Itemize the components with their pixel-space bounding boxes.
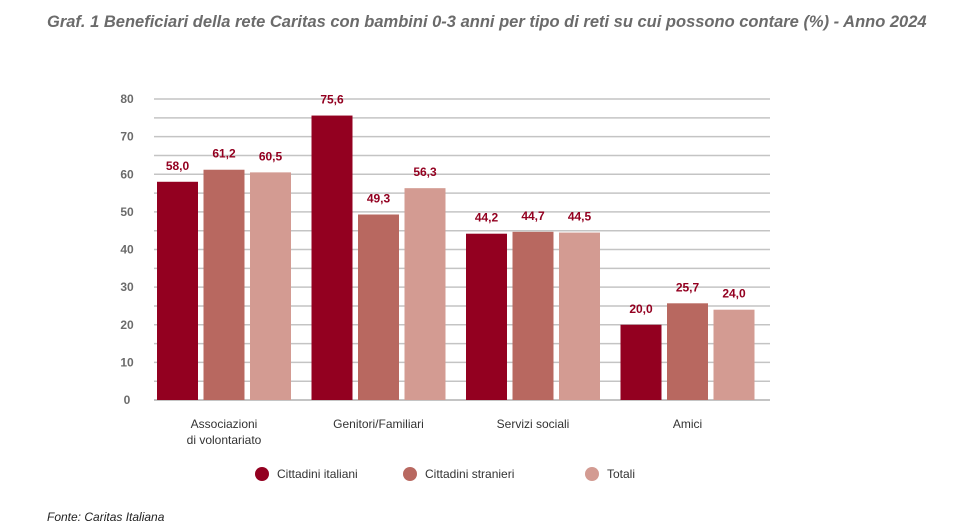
x-category-label: Associazioni <box>191 417 258 431</box>
bar <box>157 181 198 400</box>
y-tick-label: 30 <box>120 280 134 294</box>
data-label: 56,3 <box>413 165 437 179</box>
y-tick-label: 60 <box>120 167 134 181</box>
data-label: 25,7 <box>676 280 700 294</box>
data-label: 49,3 <box>367 192 391 206</box>
y-tick-label: 80 <box>120 92 134 106</box>
source-note: Fonte: Caritas Italiana <box>47 510 165 524</box>
data-label: 44,5 <box>568 210 592 224</box>
bar <box>713 309 755 400</box>
data-label: 24,0 <box>722 287 746 301</box>
x-category-label: Genitori/Familiari <box>333 417 424 431</box>
bar <box>512 231 554 400</box>
chart-title: Graf. 1 Beneficiari della rete Caritas c… <box>47 13 927 31</box>
y-tick-label: 0 <box>124 393 131 407</box>
bar <box>358 214 399 400</box>
bar <box>466 233 507 400</box>
bar <box>203 169 245 400</box>
bar <box>667 303 708 400</box>
data-label: 20,0 <box>629 302 653 316</box>
data-label: 60,5 <box>259 149 283 163</box>
legend-label: Cittadini stranieri <box>425 467 514 481</box>
data-label: 58,0 <box>166 159 190 173</box>
data-label: 44,7 <box>521 209 545 223</box>
bar <box>620 324 662 400</box>
legend-marker <box>585 467 599 481</box>
data-label: 61,2 <box>212 147 236 161</box>
y-tick-label: 50 <box>120 205 134 219</box>
bar <box>311 115 353 401</box>
bar <box>404 188 446 400</box>
y-tick-label: 40 <box>120 243 134 257</box>
legend-marker <box>255 467 269 481</box>
legend-label: Totali <box>607 467 635 481</box>
data-label: 75,6 <box>320 93 344 107</box>
legend-marker <box>403 467 417 481</box>
x-category-label: Servizi sociali <box>497 417 570 431</box>
x-category-label: di volontariato <box>187 433 262 447</box>
data-label: 44,2 <box>475 211 499 225</box>
y-tick-label: 70 <box>120 130 134 144</box>
y-tick-label: 10 <box>120 355 134 369</box>
bar <box>559 232 600 400</box>
bar <box>250 172 291 400</box>
y-tick-label: 20 <box>120 318 134 332</box>
legend-label: Cittadini italiani <box>277 467 358 481</box>
x-category-label: Amici <box>673 417 702 431</box>
